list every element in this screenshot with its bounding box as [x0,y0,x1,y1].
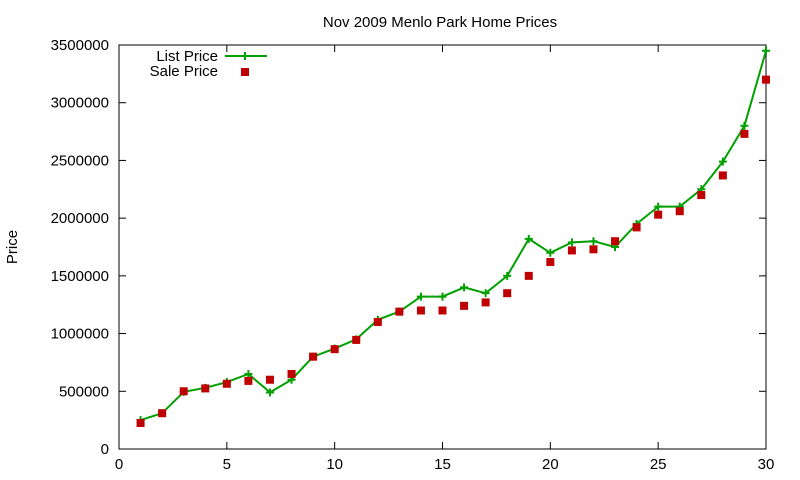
list-price-point [524,234,533,243]
sale-price-point [503,289,512,298]
list-price-point [567,238,576,247]
sale-price-point [438,306,447,315]
sale-price-point [222,379,231,388]
list-price-point [546,248,555,257]
sale-price-point [632,223,641,232]
series-list-price [136,46,770,425]
sale-price-point [524,271,533,280]
sale-price-point [416,306,425,315]
list-price-line [140,50,767,422]
sale-price-point [352,335,361,344]
legend: List Price Sale Price [150,48,267,80]
y-tick-label: 1500000 [51,268,109,285]
y-tick-label: 2000000 [51,210,109,227]
y-tick-label: 0 [101,441,109,458]
series-layer [136,46,770,428]
legend-marker-sale-price [241,68,249,76]
sale-price-point [460,301,469,310]
list-price-point [740,121,749,130]
legend-label-sale-price: Sale Price [150,63,218,80]
axis-ticks: 0 5 10 15 20 25 30 0 500000 1000000 1500000 2000000… [51,37,775,473]
list-price-point [762,46,770,55]
sale-price-point [244,376,253,385]
list-price-point [481,289,490,298]
y-tick-label: 500000 [59,383,109,400]
series-sale-price [136,75,770,428]
sale-price-point [740,129,749,138]
x-tick-label: 20 [542,456,559,473]
legend-label-list-price: List Price [156,48,218,65]
sale-price-point [589,245,598,254]
sale-price-point [611,237,620,246]
list-price-point [589,237,598,246]
x-tick-label: 15 [434,456,451,473]
x-tick-label: 25 [650,456,667,473]
sale-price-point [136,419,145,428]
y-tick-label: 1000000 [51,326,109,343]
y-tick-label: 2500000 [51,152,109,169]
sale-price-point [309,352,318,361]
sale-price-point [373,318,382,327]
x-tick-label: 10 [326,456,343,473]
list-price-point [244,369,253,378]
legend-marker-list-price [241,52,249,60]
list-price-point [654,202,663,211]
sale-price-point [179,387,188,396]
x-tick-label: 5 [223,456,231,473]
sale-price-point [287,369,296,378]
sale-price-point [395,307,404,316]
sale-price-point [654,210,663,219]
y-tick-label: 3000000 [51,95,109,112]
sale-price-point [158,409,167,418]
plot-area-border [118,44,767,450]
sale-price-point [718,171,727,180]
sale-price-point [697,191,706,200]
list-price-point [265,388,274,397]
sale-price-point [762,75,770,84]
list-price-point [503,271,512,280]
sale-price-point [265,375,274,384]
y-tick-label: 3500000 [51,37,109,54]
sale-price-point [567,246,576,255]
y-axis-label: Price [4,230,21,264]
sale-price-point [675,207,684,216]
x-tick-label: 0 [115,456,123,473]
list-price-point [718,157,727,166]
x-tick-label: 30 [758,456,775,473]
list-price-point [460,283,469,292]
sale-price-point [546,258,555,267]
sale-price-point [481,298,490,307]
list-price-point [416,292,425,301]
sale-price-point [330,345,339,354]
chart-title: Nov 2009 Menlo Park Home Prices [323,14,557,31]
list-price-point [438,292,447,301]
sale-price-point [201,384,210,393]
